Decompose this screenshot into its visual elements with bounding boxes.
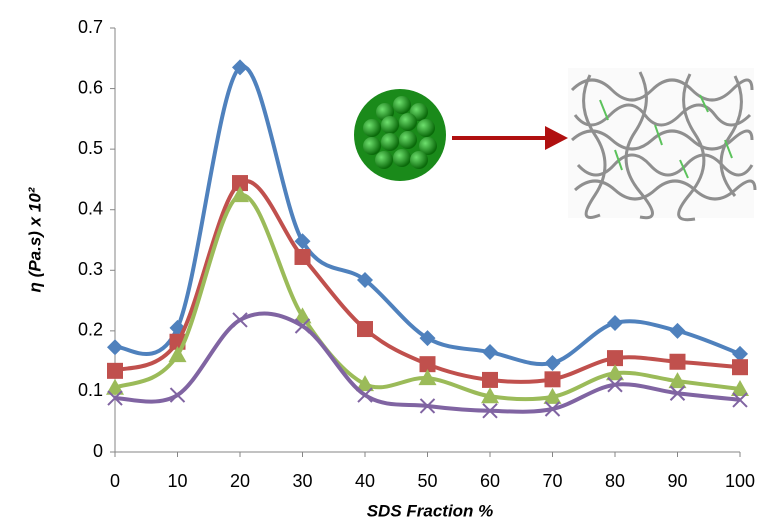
marker <box>419 330 436 347</box>
marker <box>294 248 311 265</box>
marker <box>482 371 498 388</box>
y-tick-label: 0.6 <box>78 77 103 97</box>
y-tick-label: 0.3 <box>78 259 103 279</box>
marker <box>232 175 248 192</box>
micelle-beads <box>363 96 437 169</box>
x-tick-label: 40 <box>355 471 375 491</box>
x-tick-label: 70 <box>542 471 562 491</box>
marker <box>543 387 562 404</box>
inset-illustration <box>354 68 757 222</box>
marker <box>293 307 312 324</box>
marker <box>357 321 373 338</box>
x-tick-label: 90 <box>667 471 687 491</box>
marker <box>107 362 123 379</box>
marker <box>731 380 749 397</box>
series-line <box>114 311 741 414</box>
marker <box>732 392 748 408</box>
marker <box>607 377 623 393</box>
marker <box>482 344 498 361</box>
marker <box>419 398 436 414</box>
x-tick-label: 60 <box>480 471 500 491</box>
marker <box>668 372 687 389</box>
marker <box>356 375 374 392</box>
y-tick-label: 0.5 <box>78 138 103 158</box>
marker <box>107 339 123 356</box>
x-tick-label: 30 <box>292 471 312 491</box>
marker <box>669 385 686 401</box>
x-tick-label: 0 <box>110 471 120 491</box>
marker <box>481 387 499 404</box>
y-tick-label: 0.2 <box>78 320 103 340</box>
x-tick-label: 10 <box>167 471 187 491</box>
marker <box>232 59 248 76</box>
marker <box>357 271 373 288</box>
y-tick-label: 0.4 <box>78 198 103 218</box>
marker <box>482 403 498 419</box>
x-tick-label: 50 <box>417 471 437 491</box>
marker <box>231 186 249 203</box>
marker <box>418 369 437 386</box>
marker <box>294 318 311 334</box>
network-links <box>599 94 733 179</box>
marker <box>168 346 187 363</box>
arrow-head <box>545 126 568 150</box>
marker <box>107 390 123 406</box>
marker <box>544 401 561 417</box>
y-tick-label: 0.1 <box>78 380 103 400</box>
marker <box>607 350 623 367</box>
marker <box>106 378 124 395</box>
marker <box>732 345 748 362</box>
x-tick-label: 80 <box>605 471 625 491</box>
x-tick-label: 20 <box>230 471 250 491</box>
marker <box>669 322 686 339</box>
marker <box>669 353 686 370</box>
marker <box>544 354 561 371</box>
y-tick-label: 0 <box>93 441 103 461</box>
marker <box>606 364 624 381</box>
marker <box>607 314 623 331</box>
marker <box>732 359 748 376</box>
marker <box>232 312 248 328</box>
y-axis-title: η (Pa.s) x 10² <box>25 186 44 292</box>
y-tick-label: 0.7 <box>78 17 103 37</box>
marker <box>357 387 373 403</box>
marker <box>419 356 436 373</box>
x-tick-label: 100 <box>725 471 755 491</box>
marker <box>544 371 561 388</box>
marker <box>169 387 186 403</box>
x-axis-title: SDS Fraction % <box>367 501 494 520</box>
marker <box>294 233 311 250</box>
